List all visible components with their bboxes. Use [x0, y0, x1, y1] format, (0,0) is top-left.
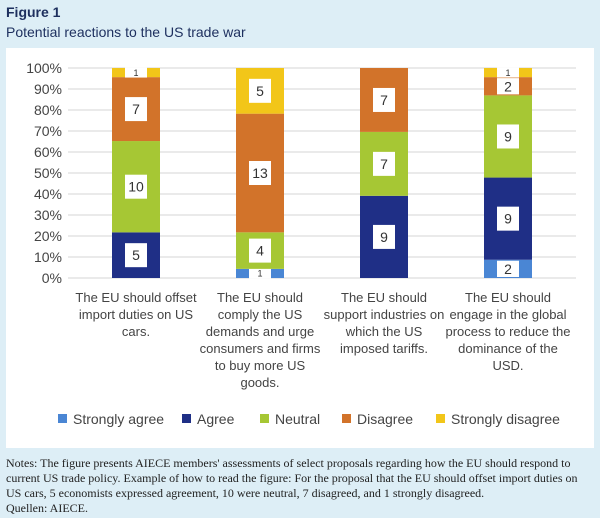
- notes-text: Notes: The figure presents AIECE members…: [6, 456, 578, 500]
- data-label: 4: [256, 243, 264, 259]
- legend-swatch: [436, 414, 445, 423]
- legend-label: Agree: [197, 411, 235, 427]
- stacked-bar-chart: 0% 10% 20% 30% 40% 50% 60% 70% 80% 90% 100% 5 10 7 1 1…: [26, 60, 576, 427]
- data-label: 7: [380, 156, 388, 172]
- data-label: 10: [128, 179, 144, 195]
- category-label: The EU should offset import duties on US c…: [75, 290, 197, 339]
- data-label: 1: [505, 68, 510, 78]
- legend-swatch: [58, 414, 67, 423]
- y-tick-label: 40%: [34, 186, 62, 202]
- x-axis-categories: The EU should offset import duties on US c…: [75, 290, 570, 390]
- legend-swatch: [342, 414, 351, 423]
- data-label: 1: [133, 68, 138, 78]
- source-text: Quellen: AIECE.: [6, 501, 88, 515]
- category-label: The EU should engage in the global process…: [445, 290, 570, 373]
- data-label-box: [125, 174, 147, 199]
- data-label-box: [373, 151, 395, 176]
- data-label-box: [125, 243, 147, 268]
- data-label-box: [249, 78, 271, 103]
- legend-swatch: [182, 414, 191, 423]
- data-label: 2: [504, 78, 512, 94]
- data-label-box: [497, 206, 519, 231]
- legend-label: Strongly agree: [73, 411, 164, 427]
- data-label-box: [373, 224, 395, 249]
- legend-label: Strongly disagree: [451, 411, 560, 427]
- data-label: 9: [504, 211, 512, 227]
- data-label-box: [497, 67, 519, 78]
- y-tick-label: 50%: [34, 165, 62, 181]
- data-label-box: [373, 87, 395, 112]
- legend-label: Disagree: [357, 411, 413, 427]
- y-axis: 0% 10% 20% 30% 40% 50% 60% 70% 80% 90% 100%: [26, 60, 62, 286]
- chart-panel: 0% 10% 20% 30% 40% 50% 60% 70% 80% 90% 100% 5 10 7 1 1…: [6, 48, 594, 448]
- data-label-box: [497, 260, 519, 277]
- y-tick-label: 70%: [34, 123, 62, 139]
- data-label-box: [249, 268, 271, 279]
- figure-title: Potential reactions to the US trade war: [6, 24, 246, 40]
- data-label: 7: [132, 101, 140, 117]
- y-tick-label: 100%: [26, 60, 62, 76]
- y-tick-label: 60%: [34, 144, 62, 160]
- data-label: 7: [380, 92, 388, 108]
- y-tick-label: 30%: [34, 207, 62, 223]
- figure-label: Figure 1: [6, 4, 61, 20]
- y-tick-label: 10%: [34, 249, 62, 265]
- notes-block: Notes: The figure presents AIECE members…: [6, 456, 594, 516]
- legend: Strongly agree Agree Neutral Disagree Strong…: [58, 411, 560, 427]
- data-label-box: [497, 124, 519, 149]
- legend-label: Neutral: [275, 411, 320, 427]
- data-label: 5: [256, 83, 264, 99]
- y-tick-label: 0%: [42, 270, 62, 286]
- data-label-box: [497, 78, 519, 95]
- data-label-box: [249, 161, 271, 185]
- data-label-box: [125, 97, 147, 122]
- y-tick-label: 20%: [34, 228, 62, 244]
- data-label: 2: [504, 261, 512, 277]
- data-label: 5: [132, 247, 140, 263]
- category-label: The EU should comply the US demands and ur…: [200, 290, 321, 390]
- y-tick-label: 90%: [34, 81, 62, 97]
- legend-swatch: [260, 414, 269, 423]
- data-label-box: [249, 238, 271, 263]
- data-label: 9: [380, 229, 388, 245]
- y-tick-label: 80%: [34, 102, 62, 118]
- category-label: The EU should support industries on which …: [324, 290, 445, 356]
- data-label: 9: [504, 129, 512, 145]
- data-label: 13: [252, 165, 268, 181]
- data-label: 1: [257, 269, 262, 279]
- data-label-box: [125, 67, 147, 78]
